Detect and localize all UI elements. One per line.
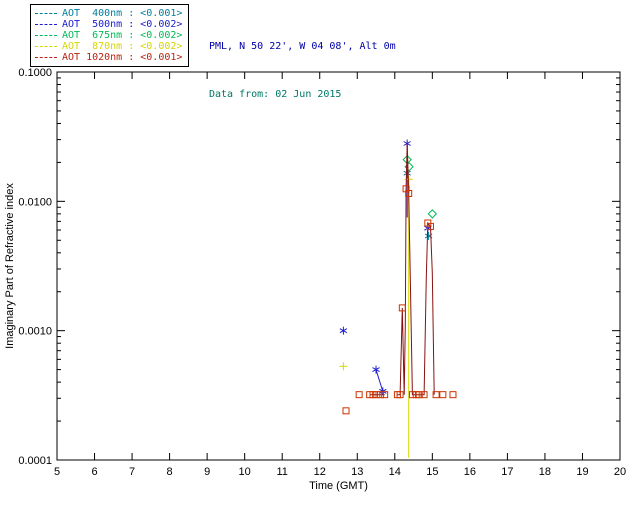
square-marker xyxy=(369,391,377,399)
x-axis-title: Time (GMT) xyxy=(309,480,368,492)
x-tick-label: 11 xyxy=(276,466,287,478)
x-tick-label: 5 xyxy=(54,466,60,478)
square-marker xyxy=(439,391,447,399)
legend-label-1020nm: AOT 1020nm : <0.001> xyxy=(62,52,183,63)
x-tick-label: 16 xyxy=(464,466,476,478)
x-tick-label: 9 xyxy=(204,466,210,478)
square-marker xyxy=(355,391,363,399)
legend-box: AOT 400nm : <0.001> AOT 500nm : <0.002> AO… xyxy=(30,4,190,67)
x-tick-label: 12 xyxy=(314,466,326,478)
y-axis-title: Imaginary Part of Refractive index xyxy=(4,183,16,349)
x-tick-label: 20 xyxy=(614,466,626,478)
x-tick-label: 17 xyxy=(501,466,513,478)
legend-dash-400nm xyxy=(35,13,57,14)
asterisk-marker xyxy=(339,326,348,335)
legend-label-400nm: AOT 400nm : <0.001> xyxy=(62,8,183,19)
plot-header: PML, N 50 22', W 04 08', Alt 0m Data fro… xyxy=(209,7,396,135)
x-tick-label: 6 xyxy=(91,466,97,478)
square-marker xyxy=(415,391,423,399)
y-tick-label: 0.0001 xyxy=(18,455,52,467)
data-date: Data from: 02 Jun 2015 xyxy=(209,89,342,100)
square-marker xyxy=(342,407,350,415)
plot-frame xyxy=(56,71,621,461)
y-tick-label: 0.0010 xyxy=(18,326,52,338)
plus-marker xyxy=(339,362,348,371)
square-marker xyxy=(420,391,428,399)
square-marker xyxy=(432,391,440,399)
legend-item-1020nm: AOT 1020nm : <0.001> xyxy=(35,52,182,63)
diamond-marker xyxy=(427,209,438,219)
series-line xyxy=(397,143,435,396)
x-tick-label: 18 xyxy=(539,466,551,478)
x-tick-label: 13 xyxy=(351,466,363,478)
legend-item-500nm: AOT 500nm : <0.002> xyxy=(35,19,182,30)
x-tick-label: 15 xyxy=(426,466,438,478)
x-tick-label: 10 xyxy=(239,466,251,478)
series-500nm xyxy=(339,139,432,396)
legend-dash-675nm xyxy=(35,35,57,36)
square-marker xyxy=(398,304,406,312)
legend-item-400nm: AOT 400nm : <0.001> xyxy=(35,8,182,19)
legend-dash-870nm xyxy=(35,46,57,47)
x-tick-label: 8 xyxy=(167,466,173,478)
y-tick-label: 0.1000 xyxy=(18,67,52,79)
legend-dash-1020nm xyxy=(35,57,57,58)
y-tick-label: 0.0100 xyxy=(18,196,52,208)
station-info: PML, N 50 22', W 04 08', Alt 0m xyxy=(209,41,396,52)
legend-label-500nm: AOT 500nm : <0.002> xyxy=(62,19,183,30)
square-marker xyxy=(426,222,434,230)
series-line xyxy=(375,369,384,392)
square-marker xyxy=(449,391,457,399)
square-marker xyxy=(408,391,416,399)
square-marker xyxy=(381,391,389,399)
series-1020nm xyxy=(342,143,457,415)
legend-dash-500nm xyxy=(35,24,57,25)
legend-item-675nm: AOT 675nm : <0.002> xyxy=(35,30,182,41)
square-marker xyxy=(396,391,404,399)
x-tick-label: 7 xyxy=(129,466,135,478)
square-marker xyxy=(405,189,413,197)
legend-label-870nm: AOT 870nm : <0.002> xyxy=(62,41,183,52)
square-marker xyxy=(377,391,385,399)
asterisk-marker xyxy=(372,365,380,374)
x-tick-label: 19 xyxy=(576,466,588,478)
legend-label-675nm: AOT 675nm : <0.002> xyxy=(62,30,183,41)
legend-item-870nm: AOT 870nm : <0.002> xyxy=(35,41,182,52)
x-tick-label: 14 xyxy=(389,466,401,478)
square-marker xyxy=(373,391,381,399)
